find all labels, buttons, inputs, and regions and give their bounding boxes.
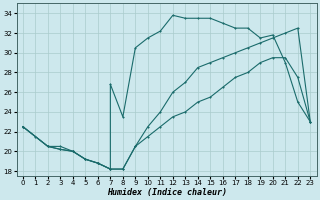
X-axis label: Humidex (Indice chaleur): Humidex (Indice chaleur) <box>107 188 227 197</box>
